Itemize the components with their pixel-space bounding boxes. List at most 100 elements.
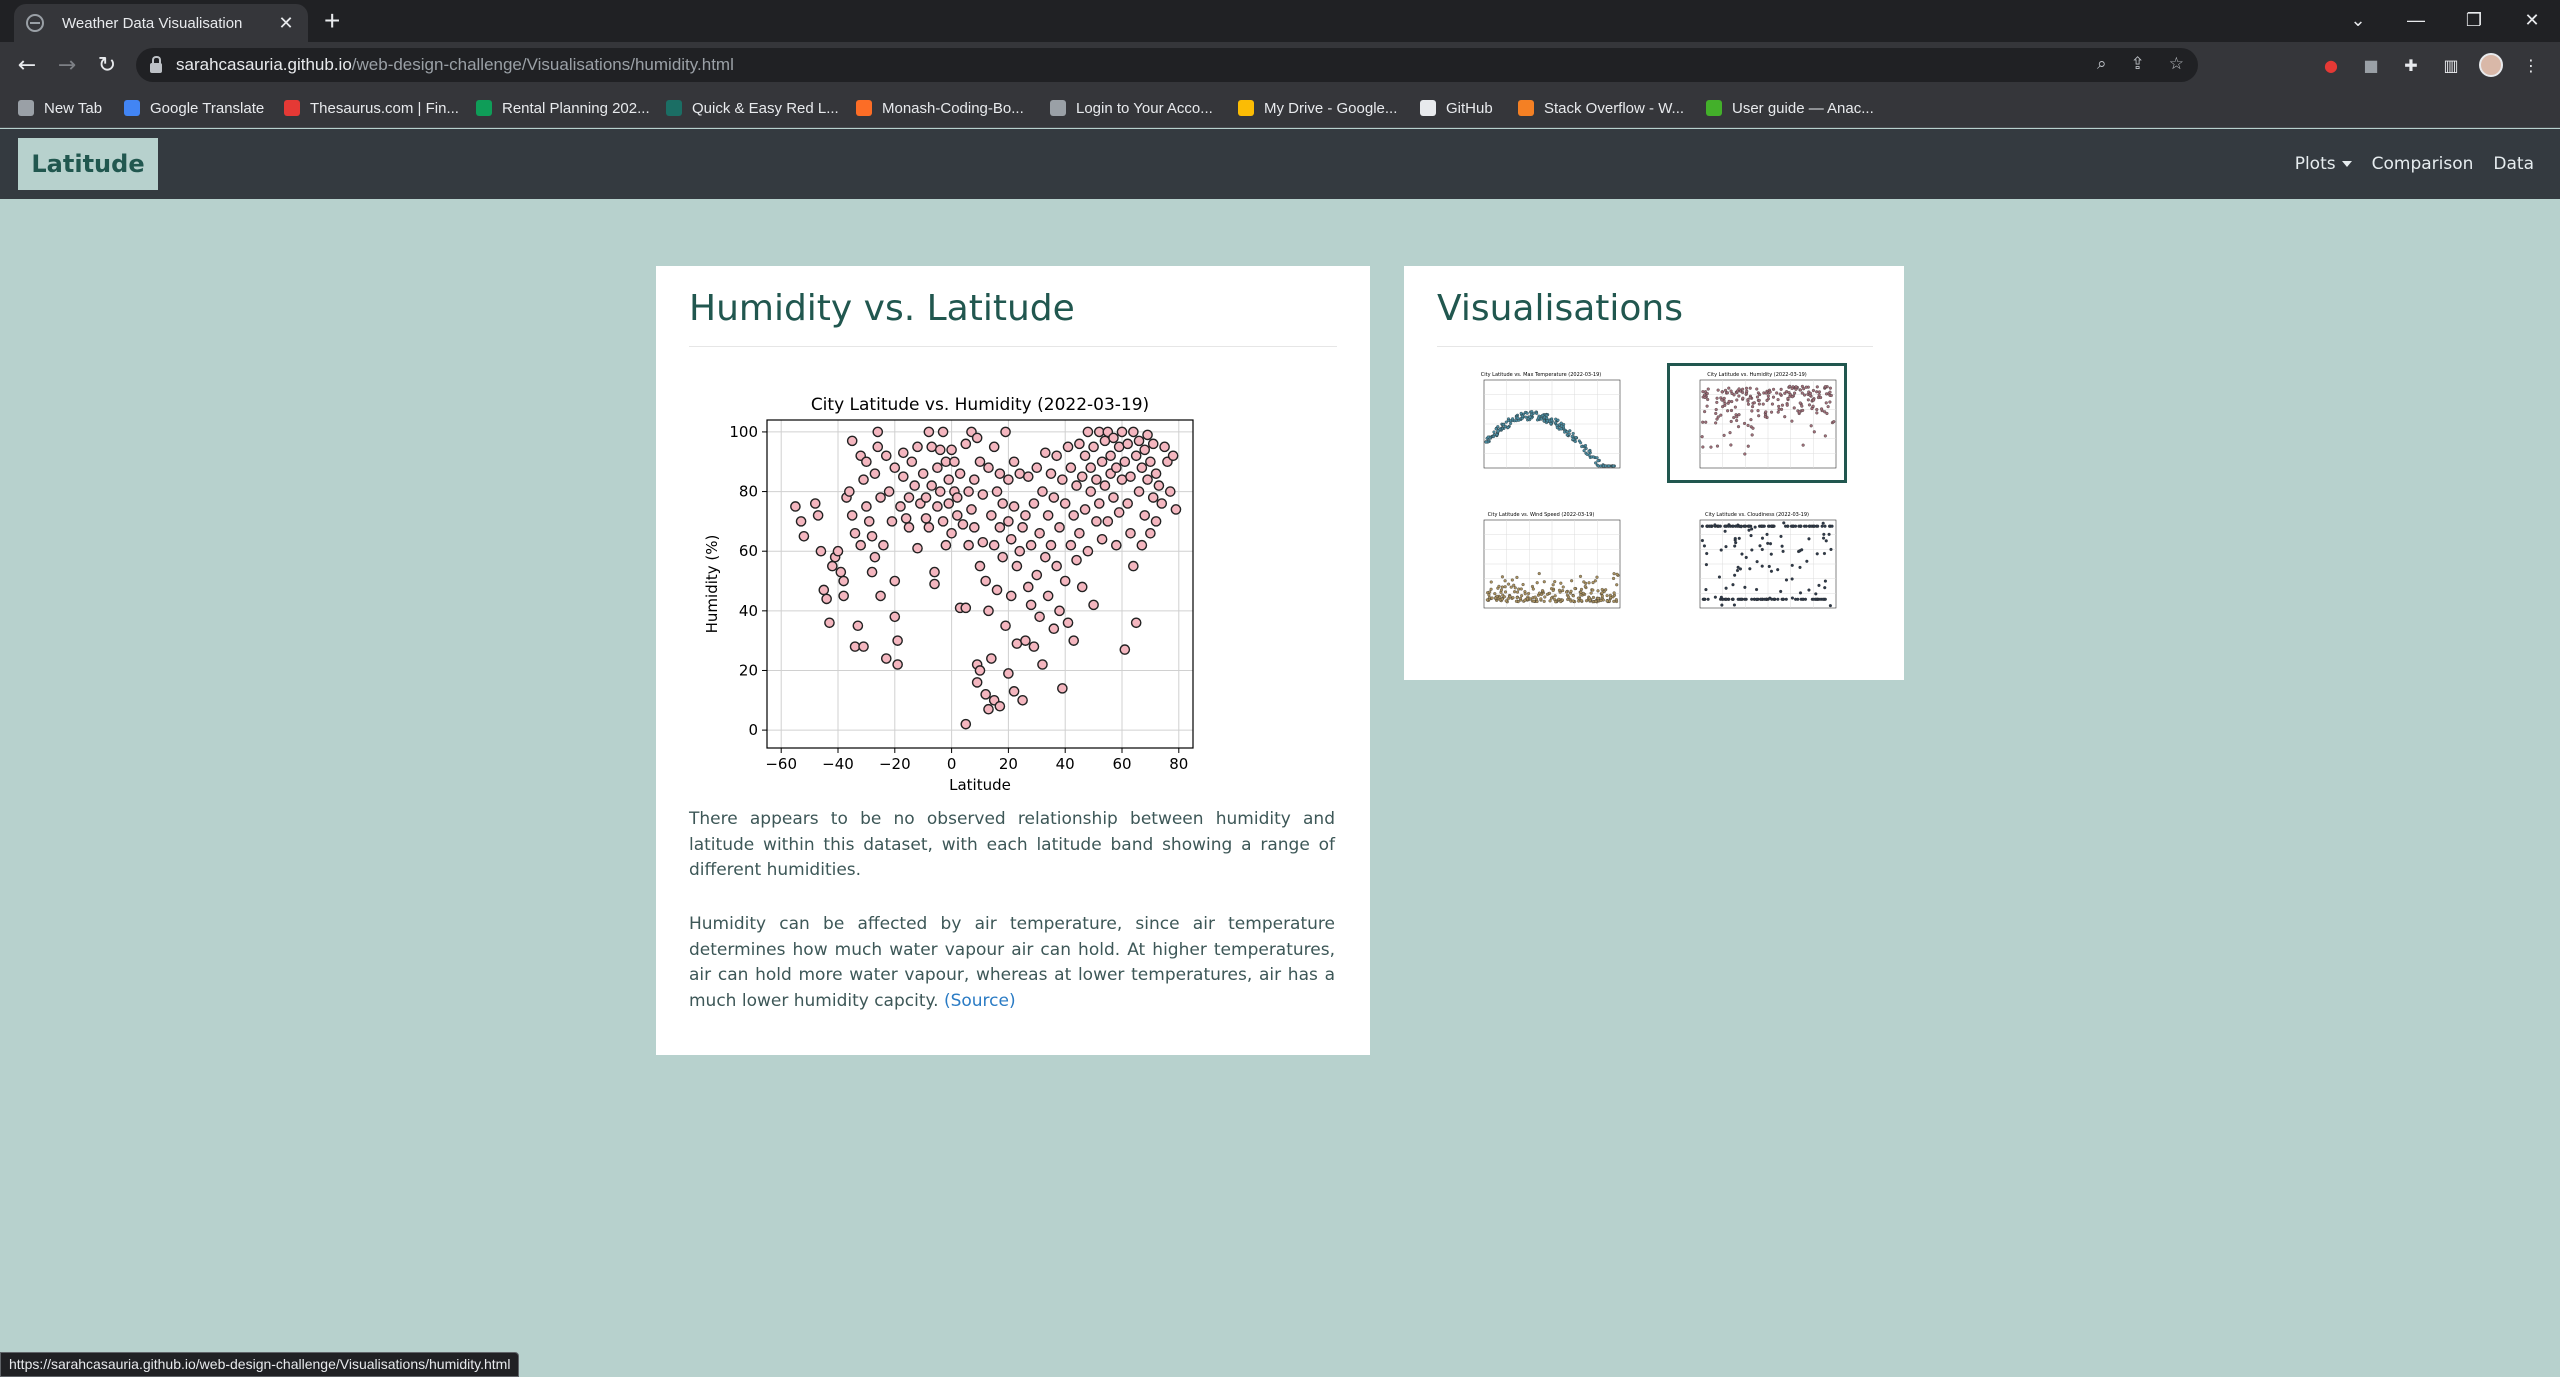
svg-text:City Latitude vs. Wind Speed (: City Latitude vs. Wind Speed (2022-03-19… xyxy=(1488,512,1595,518)
tab-search-icon[interactable]: ⌄ xyxy=(2350,9,2366,30)
scatter-point xyxy=(827,560,838,572)
scatter-point xyxy=(1111,462,1122,474)
scatter-point xyxy=(1088,441,1099,453)
scatter-point xyxy=(1170,504,1182,515)
bookmark-item[interactable]: Rental Planning 202... xyxy=(476,96,650,120)
scatter-point xyxy=(903,522,915,533)
scatter-point xyxy=(889,575,901,587)
browser-tab[interactable]: Weather Data Visualisation ✕ xyxy=(14,4,308,42)
scatter-point xyxy=(1042,510,1054,521)
profile-avatar[interactable] xyxy=(2478,52,2504,78)
scatter-point xyxy=(1091,516,1102,527)
scatter-point xyxy=(977,536,989,548)
recipe-icon xyxy=(666,100,682,116)
scatter-point xyxy=(937,516,949,527)
bookmark-item[interactable]: My Drive - Google... xyxy=(1238,96,1397,120)
scatter-point xyxy=(1040,551,1051,563)
scatter-point xyxy=(997,498,1009,509)
menu-kebab-icon[interactable]: ⋮ xyxy=(2523,55,2539,75)
side-panel-icon[interactable]: ▥ xyxy=(2443,55,2459,75)
scatter-point xyxy=(1003,668,1014,679)
scatter-point xyxy=(872,441,884,453)
thumb-humidity[interactable]: City Latitude vs. Humidity (2022-03-19) xyxy=(1667,363,1847,483)
zoom-icon[interactable]: ⌕ xyxy=(2096,54,2107,74)
y-tick-label: 20 xyxy=(739,661,758,679)
bookmark-item[interactable]: Login to Your Acco... xyxy=(1050,96,1213,120)
bookmark-item[interactable]: Google Translate xyxy=(124,96,264,120)
bookmark-label: Quick & Easy Red L... xyxy=(692,99,839,117)
nav-data[interactable]: Data xyxy=(2493,154,2534,174)
scatter-point xyxy=(1025,539,1037,551)
minimize-icon[interactable]: — xyxy=(2407,9,2425,30)
forward-icon[interactable]: → xyxy=(57,52,77,78)
scatter-point xyxy=(861,456,872,468)
bookmark-item[interactable]: Thesaurus.com | Fin... xyxy=(284,96,459,120)
bookmark-item[interactable]: New Tab xyxy=(18,96,102,120)
bookmark-item[interactable]: User guide — Anac... xyxy=(1706,96,1874,120)
thumb-max-temperature[interactable]: City Latitude vs. Max Temperature (2022-… xyxy=(1454,366,1634,486)
source-link[interactable]: (Source) xyxy=(943,990,1016,1011)
bookmark-label: Google Translate xyxy=(150,99,265,117)
scatter-point xyxy=(1153,480,1165,491)
scatter-point xyxy=(815,545,827,557)
bookmark-item[interactable]: Quick & Easy Red L... xyxy=(666,96,839,120)
brand-link[interactable]: Latitude xyxy=(18,138,158,190)
scatter-point xyxy=(1051,560,1062,572)
scatter-point xyxy=(866,566,878,578)
scatter-point xyxy=(969,474,980,485)
nav-comparison[interactable]: Comparison xyxy=(2371,154,2474,174)
scatter-point xyxy=(960,718,972,730)
thumb-wind-speed[interactable]: City Latitude vs. Wind Speed (2022-03-19… xyxy=(1454,506,1634,626)
close-tab-icon[interactable]: ✕ xyxy=(278,12,294,34)
address-bar[interactable]: sarahcasauria.github.io/web-design-chall… xyxy=(136,48,2198,82)
scatter-point xyxy=(1045,468,1057,479)
scatter-point xyxy=(1076,581,1088,593)
bookmark-star-icon[interactable]: ☆ xyxy=(2168,54,2184,74)
extensions-puzzle-icon[interactable]: ✚ xyxy=(2404,55,2418,75)
scatter-point xyxy=(1102,516,1114,527)
thumbnail-image: City Latitude vs. Humidity (2022-03-19) xyxy=(1699,372,1837,469)
chart-title: City Latitude vs. Humidity (2022-03-19) xyxy=(811,395,1149,415)
share-icon[interactable]: ⇪ xyxy=(2130,54,2145,74)
bookmark-label: My Drive - Google... xyxy=(1264,99,1398,117)
scatter-point xyxy=(946,444,957,456)
scatter-point xyxy=(1054,522,1065,533)
scatter-point xyxy=(1122,498,1133,509)
scatter-point xyxy=(951,492,963,503)
x-axis-label: Latitude xyxy=(949,776,1011,794)
scatter-point xyxy=(1051,450,1062,462)
restore-icon[interactable]: ❐ xyxy=(2465,9,2483,30)
scatter-point xyxy=(892,659,903,670)
reload-icon[interactable]: ↻ xyxy=(97,52,117,78)
scatter-point xyxy=(818,584,830,596)
bookmark-label: Stack Overflow - W... xyxy=(1544,99,1685,117)
url-text: sarahcasauria.github.io/web-design-chall… xyxy=(176,55,734,74)
scatter-point xyxy=(795,516,807,527)
scatter-point xyxy=(971,432,983,444)
scatter-point xyxy=(1125,528,1136,539)
scatter-point xyxy=(863,516,875,527)
y-axis-label: Humidity (%) xyxy=(703,535,721,634)
x-tick-label: −40 xyxy=(822,755,854,773)
anaconda-icon xyxy=(1706,100,1722,116)
bookmark-item[interactable]: GitHub xyxy=(1420,96,1493,120)
sidebar-title: Visualisations xyxy=(1437,288,1684,329)
nav-plots-dropdown[interactable]: Plots xyxy=(2295,154,2352,174)
new-tab-button[interactable]: + xyxy=(324,5,341,36)
scatter-point xyxy=(974,560,986,572)
scatter-point xyxy=(983,462,994,474)
scatter-point xyxy=(1074,438,1085,450)
close-window-icon[interactable]: ✕ xyxy=(2524,9,2540,30)
scatter-point xyxy=(963,539,974,551)
back-icon[interactable]: ← xyxy=(17,52,37,78)
scatter-point xyxy=(1020,635,1031,646)
bookmark-item[interactable]: Monash-Coding-Bo... xyxy=(856,96,1024,120)
extension-red-icon[interactable]: ● xyxy=(2324,55,2338,75)
scatter-point xyxy=(1065,539,1077,551)
scatter-point xyxy=(1068,635,1080,646)
thumb-cloudiness[interactable]: City Latitude vs. Cloudiness (2022-03-19… xyxy=(1670,506,1850,626)
extension-grey-icon[interactable]: ■ xyxy=(2363,55,2379,75)
scatter-point xyxy=(821,593,832,605)
bookmark-item[interactable]: Stack Overflow - W... xyxy=(1518,96,1684,120)
scatter-point xyxy=(892,635,903,646)
